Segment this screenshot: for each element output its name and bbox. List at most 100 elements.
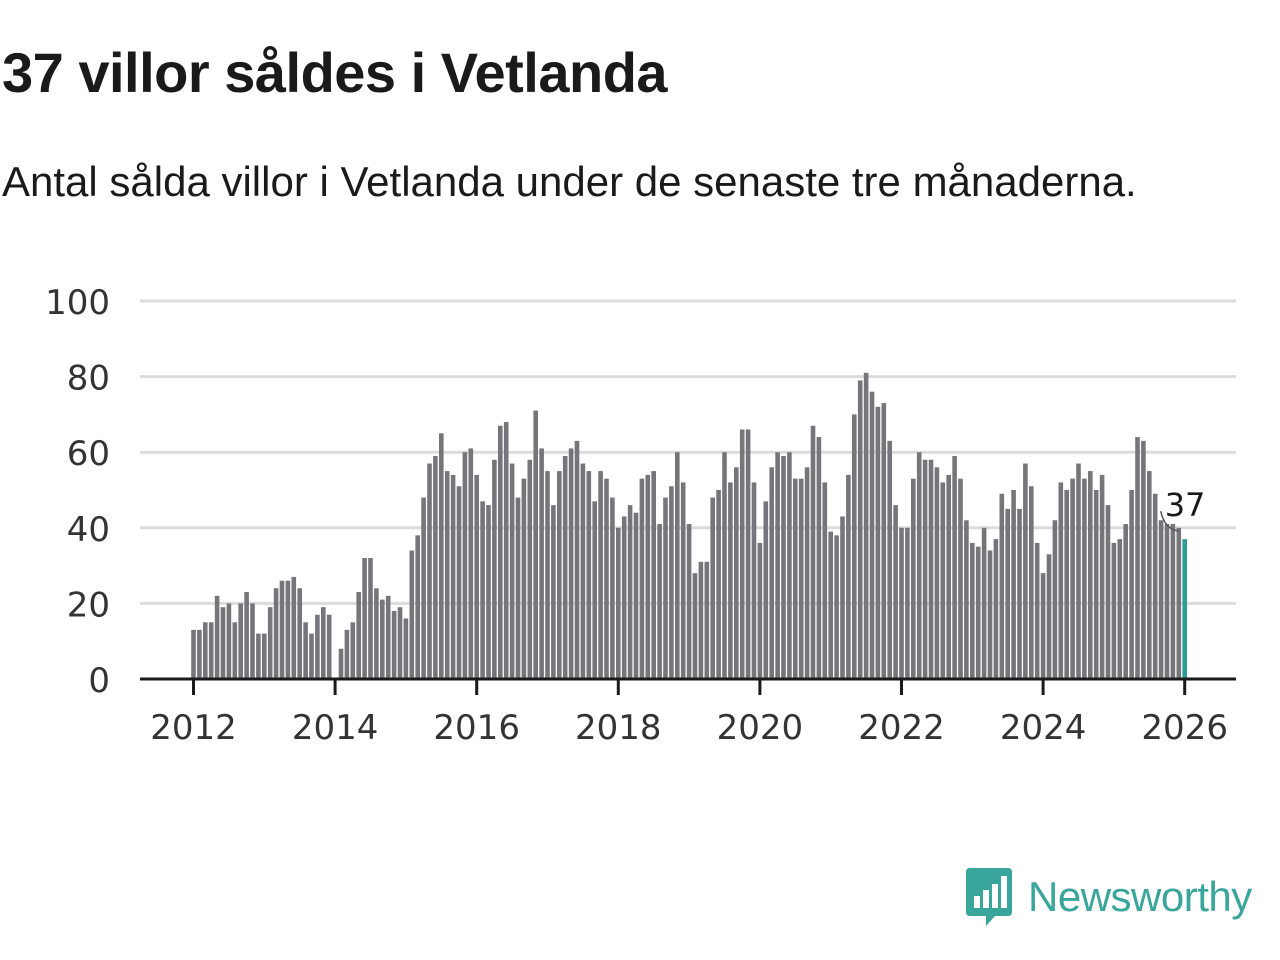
bar: [639, 478, 645, 679]
y-tick-label: 80: [67, 359, 110, 399]
bar: [1088, 471, 1093, 679]
bar: [256, 633, 261, 679]
bar: [456, 486, 462, 679]
bar: [1117, 539, 1123, 679]
bar: [262, 633, 267, 679]
bar: [1111, 542, 1117, 679]
bar: [285, 580, 291, 679]
bar: [450, 474, 456, 679]
bar: [1076, 463, 1081, 679]
bar: [226, 603, 232, 679]
bar: [893, 505, 898, 679]
bar: [645, 474, 651, 679]
bar: [627, 505, 633, 679]
bar: [899, 527, 904, 679]
bar: [775, 452, 780, 679]
bar: [734, 467, 739, 679]
x-tick-label: 2024: [1000, 708, 1087, 748]
bar: [321, 607, 326, 679]
bar: [1064, 490, 1069, 679]
bar: [922, 459, 928, 679]
brand-name: Newsworthy: [1028, 873, 1252, 920]
bar: [444, 471, 450, 679]
bar: [244, 592, 249, 679]
bar: [1158, 520, 1164, 679]
bar: [1052, 520, 1058, 679]
bar: [610, 497, 615, 679]
bar: [303, 622, 308, 679]
bar: [509, 463, 515, 679]
bar: [604, 478, 609, 679]
bar: [993, 539, 999, 679]
bar: [1123, 524, 1128, 679]
bar: [427, 463, 432, 679]
bar: [557, 471, 562, 679]
bar: [1093, 490, 1099, 679]
bar: [344, 629, 350, 679]
bar: [669, 486, 674, 679]
bar: [1147, 471, 1152, 679]
bar: [621, 516, 627, 679]
bar: [503, 421, 509, 679]
bar: [1105, 505, 1111, 679]
bar: [946, 474, 951, 679]
bar: [238, 603, 243, 679]
bar: [846, 474, 851, 679]
x-tick-label: 2014: [292, 708, 379, 748]
bar: [391, 610, 397, 679]
bar: [568, 448, 574, 679]
bar: [716, 490, 721, 679]
bar: [415, 535, 420, 679]
bar: [804, 467, 810, 679]
bar: [651, 471, 656, 679]
bar: [1135, 437, 1140, 679]
bar-highlight: [1182, 539, 1187, 679]
y-tick-label: 0: [88, 661, 110, 701]
bar: [698, 561, 704, 679]
x-tick-label: 2018: [575, 708, 662, 748]
y-axis-labels: 0 20 40 60 80 100: [45, 283, 110, 701]
bar: [1082, 478, 1087, 679]
bar: [203, 622, 208, 679]
bar: [692, 573, 698, 679]
bar: [751, 482, 757, 679]
bar: [934, 467, 940, 679]
bar: [911, 478, 916, 679]
x-tick-label: 2016: [433, 708, 520, 748]
bar: [539, 448, 544, 679]
bar: [1005, 508, 1010, 679]
x-tick-label: 2022: [858, 708, 945, 748]
x-tick-label: 2026: [1141, 708, 1228, 748]
bar: [315, 614, 320, 679]
bar: [521, 478, 527, 679]
bar: [822, 482, 828, 679]
bar: [722, 452, 727, 679]
bar: [191, 629, 196, 679]
bar: [574, 440, 580, 679]
bar: [598, 471, 603, 679]
bar: [1011, 490, 1016, 679]
bar: [533, 410, 538, 679]
y-tick-label: 40: [67, 510, 110, 550]
bar: [987, 550, 993, 679]
bar: [657, 524, 662, 679]
bar: [816, 437, 822, 679]
bar: [356, 592, 361, 679]
bar: [757, 542, 763, 679]
bar: [586, 471, 592, 679]
bar: [840, 516, 845, 679]
bar: [616, 527, 621, 679]
bar: [468, 448, 474, 679]
bar: [828, 531, 833, 679]
bar: [362, 558, 367, 679]
annotations: 37: [1159, 486, 1205, 532]
bar: [1176, 527, 1182, 679]
bar: [881, 403, 887, 679]
bar: [834, 535, 839, 679]
bar: [545, 471, 550, 679]
x-axis: 2012 2014 2016 2018 2020 2022 2024 2026: [140, 677, 1236, 748]
bars: [191, 372, 1187, 679]
bar: [580, 463, 586, 679]
bar: [710, 497, 715, 679]
bar: [1046, 554, 1052, 679]
